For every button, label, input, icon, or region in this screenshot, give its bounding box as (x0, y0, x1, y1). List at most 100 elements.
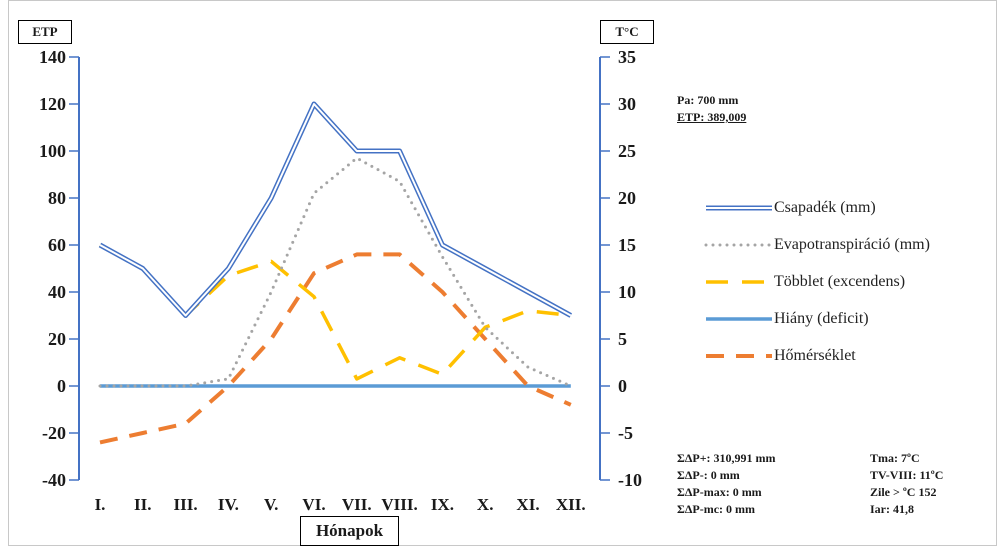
csapadek-mm-line (100, 104, 571, 316)
csapadek-mm-point (441, 244, 444, 247)
homerseklet-point (141, 432, 144, 435)
evapotranspiracio-mm-point (141, 385, 144, 388)
legend-item: Többlet (excendens) (704, 270, 905, 294)
left-tick-label: 40 (48, 282, 66, 302)
legend-swatch (704, 307, 776, 331)
csapadek-mm-point (355, 150, 358, 153)
homerseklet-point (313, 272, 316, 275)
right-tick-label: 35 (618, 47, 636, 67)
homerseklet-point (484, 338, 487, 341)
x-tick-label: IX. (431, 495, 454, 514)
x-tick-label: XI. (516, 495, 539, 514)
x-tick-label: V. (264, 495, 278, 514)
precipitation-total: Pa: 700 mm (677, 92, 746, 109)
legend-item: Csapadék (mm) (704, 196, 876, 220)
hiany-deficit-point (270, 385, 273, 388)
hiany-deficit-point (313, 385, 316, 388)
left-tick-label: 60 (48, 235, 66, 255)
evapotranspiracio-mm-point (270, 291, 273, 294)
legend-label: Többlet (excendens) (774, 273, 905, 291)
csapadek-mm-point (527, 291, 530, 294)
x-tick-label: III. (174, 495, 198, 514)
legend-item: Evapotranspiráció (mm) (704, 233, 930, 257)
homerseklet-point (270, 338, 273, 341)
csapadek-mm-point (484, 267, 487, 270)
left-tick-label: 120 (39, 94, 66, 114)
tobblet-excendens-point (527, 309, 530, 312)
evapotranspiracio-mm-line (100, 158, 571, 386)
tobblet-excendens-point (270, 260, 273, 263)
tobblet-excendens-point (441, 373, 444, 376)
legend-item: Hiány (deficit) (704, 307, 869, 331)
x-tick-label: XII. (556, 495, 586, 514)
csapadek-mm-point (99, 244, 102, 247)
evapotranspiracio-mm-point (355, 157, 358, 160)
csapadek-mm-line-inner (100, 104, 571, 316)
right-tick-label: 30 (618, 94, 636, 114)
evapotranspiracio-mm-point (227, 377, 230, 380)
legend-label: Evapotranspiráció (mm) (774, 236, 930, 254)
x-tick-label: VI. (302, 495, 325, 514)
csapadek-mm-point (398, 150, 401, 153)
right-tick-label: 10 (618, 282, 636, 302)
water-balance-stats: ΣΔP+: 310,991 mm ΣΔP-: 0 mm ΣΔP-max: 0 m… (677, 450, 776, 518)
right-tick-label: 5 (618, 329, 627, 349)
homerseklet-point (184, 422, 187, 425)
evapotranspiracio-mm-point (398, 180, 401, 183)
left-tick-label: -20 (42, 423, 66, 443)
legend-label: Hőmérséklet (774, 347, 856, 365)
x-tick-label: VII. (342, 495, 372, 514)
right-tick-label: -10 (618, 470, 642, 490)
tobblet-excendens-point (227, 274, 230, 277)
right-tick-label: 15 (618, 235, 636, 255)
evapotranspiracio-mm-point (99, 385, 102, 388)
left-tick-label: -40 (42, 470, 66, 490)
x-tick-label: I. (95, 495, 106, 514)
right-tick-label: 0 (618, 376, 627, 396)
homerseklet-point (99, 441, 102, 444)
temperature-stats: Tma: 7ºC TV-VIII: 11ºC Zile > ºC 152 Iar… (870, 450, 943, 518)
hiany-deficit-point (398, 385, 401, 388)
homerseklet-point (569, 403, 572, 406)
homerseklet-point (355, 253, 358, 256)
stat-line: Zile > ºC 152 (870, 484, 943, 501)
summary-block: Pa: 700 mm ETP: 389,009 (677, 92, 746, 126)
x-tick-label: IV. (218, 495, 239, 514)
hiany-deficit-point (441, 385, 444, 388)
csapadek-mm-point (141, 267, 144, 270)
legend-label: Csapadék (mm) (774, 199, 876, 217)
csapadek-mm-point (227, 267, 230, 270)
legend-swatch (704, 233, 776, 257)
legend-swatch (704, 196, 776, 220)
x-axis-title: Hónapok (300, 516, 399, 546)
x-tick-label: II. (134, 495, 151, 514)
legend-label: Hiány (deficit) (774, 310, 869, 328)
left-tick-label: 140 (39, 47, 66, 67)
tobblet-excendens-point (398, 356, 401, 359)
left-tick-label: 80 (48, 188, 66, 208)
stat-line: Iar: 41,8 (870, 501, 943, 518)
homerseklet-point (227, 385, 230, 388)
stat-line: ΣΔP-mc: 0 mm (677, 501, 776, 518)
left-tick-label: 20 (48, 329, 66, 349)
legend-swatch (704, 344, 776, 368)
tobblet-excendens-point (355, 377, 358, 380)
legend-item: Hőmérséklet (704, 344, 856, 368)
stat-line: ΣΔP-max: 0 mm (677, 484, 776, 501)
stat-line: TV-VIII: 11ºC (870, 467, 943, 484)
hiany-deficit-point (484, 385, 487, 388)
etp-total: ETP: 389,009 (677, 109, 746, 126)
homerseklet-point (441, 291, 444, 294)
left-axis-title: ETP (18, 20, 72, 44)
right-axis-title: T°C (600, 20, 654, 44)
x-tick-label: X. (477, 495, 494, 514)
right-tick-label: -5 (618, 423, 633, 443)
evapotranspiracio-mm-point (313, 192, 316, 195)
csapadek-mm-point (569, 314, 572, 317)
csapadek-mm-point (313, 103, 316, 106)
hiany-deficit-point (355, 385, 358, 388)
csapadek-mm-point (184, 314, 187, 317)
homerseklet-point (527, 385, 530, 388)
evapotranspiracio-mm-point (441, 255, 444, 258)
homerseklet-point (398, 253, 401, 256)
